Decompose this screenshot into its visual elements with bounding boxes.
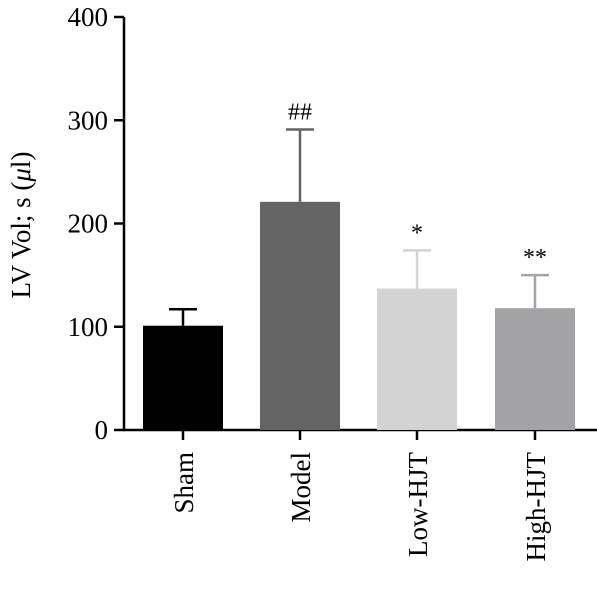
bars [143, 128, 575, 430]
bar-1 [260, 201, 340, 430]
y-axis-title-unit-greek: μ [6, 168, 36, 183]
significance-label-2: * [411, 220, 423, 246]
labels: 0 100 200 300 400 Sham ## Model * Low-HJT ** High-H… [68, 2, 552, 562]
y-tick-label-2: 200 [68, 209, 109, 239]
y-tick-label-4: 400 [68, 2, 109, 32]
x-tick-label-3: High-HJT [521, 452, 551, 562]
y-tick-label-1: 100 [68, 312, 109, 342]
significance-label-1: ## [288, 100, 312, 126]
x-tick-label-2: Low-HJT [403, 451, 433, 556]
significance-label-3: ** [523, 245, 547, 271]
bar-2 [377, 288, 457, 430]
y-tick-label-3: 300 [68, 105, 109, 135]
bar-3 [495, 308, 575, 430]
y-axis-title: LV Vol; s (μl) [6, 152, 36, 299]
x-tick-label-0: Sham [169, 452, 199, 514]
y-axis-title-main: LV Vol; s ( [6, 182, 36, 299]
y-axis-title-unit-rest: l) [6, 152, 36, 169]
y-tick-label-0: 0 [95, 415, 109, 445]
bar-0 [143, 325, 223, 430]
x-tick-label-1: Model [286, 452, 316, 523]
